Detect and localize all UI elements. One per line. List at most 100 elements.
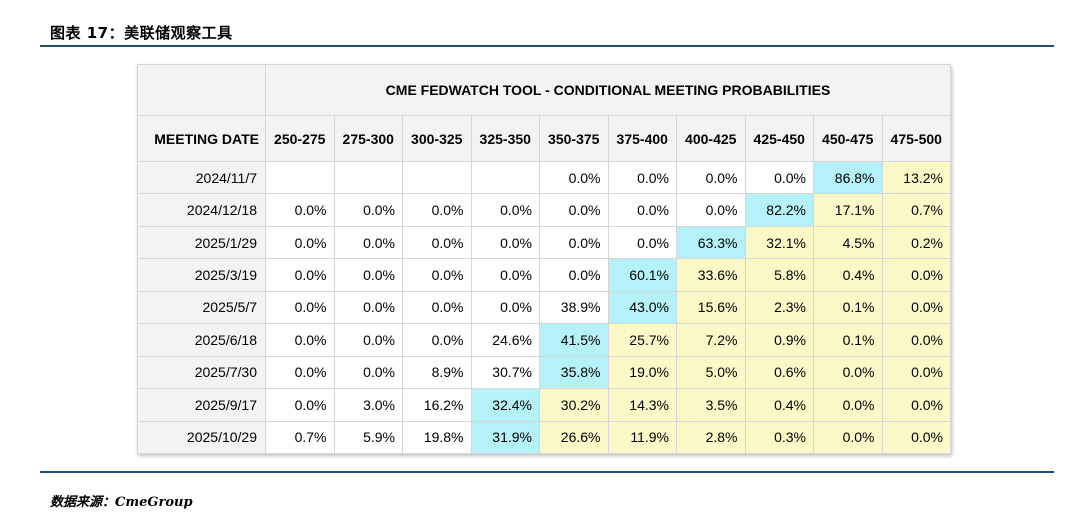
probability-cell: 0.0% [813,388,883,422]
probability-cell: 13.2% [881,160,951,195]
table-body: 2024/11/7 0.0% 0.0% 0.0% 0.0% 86.8% 13.2% 2024/… [137,160,951,454]
bottom-divider [40,471,1054,473]
probability-cell: 0.0% [333,323,403,357]
probability-cell: 19.0% [607,355,677,390]
probability-cell: 5.8% [744,258,814,292]
probability-cell: 0.0% [881,420,951,454]
probability-cell: 0.1% [813,290,883,325]
probability-cell: 17.1% [813,193,883,227]
probability-cell: 0.0% [470,193,540,227]
column-header: 350-375 [539,115,609,162]
column-header: 250-275 [265,115,335,162]
probability-cell: 0.1% [813,323,883,357]
probability-cell: 0.0% [813,355,883,390]
meeting-date-cell: 2025/5/7 [137,290,266,325]
table-row: 2024/12/18 0.0% 0.0% 0.0% 0.0% 0.0% 0.0% 0.0% 82… [137,193,951,227]
meeting-date-cell: 2025/10/29 [137,420,266,454]
probability-cell: 0.7% [265,420,335,454]
top-divider [40,45,1054,47]
probability-cell: 0.0% [881,258,951,292]
probability-cell: 3.5% [676,388,746,422]
probability-cell: 0.0% [607,160,677,195]
probability-cell [333,160,403,195]
probability-cell: 5.0% [676,355,746,390]
probability-cell: 86.8% [813,160,883,195]
probability-cell: 0.0% [333,193,403,227]
probability-cell: 0.4% [744,388,814,422]
figure-title: 图表 17：美联储观察工具 [50,24,233,42]
meeting-date-cell: 2025/6/18 [137,323,266,357]
probability-cell: 8.9% [402,355,472,390]
probability-cell [265,160,335,195]
probability-cell: 0.0% [402,193,472,227]
meeting-date-cell: 2025/3/19 [137,258,266,292]
probability-cell: 11.9% [607,420,677,454]
fedwatch-table-container: CME FEDWATCH TOOL - CONDITIONAL MEETING … [137,64,951,454]
meeting-date-cell: 2024/12/18 [137,193,266,227]
probability-cell: 3.0% [333,388,403,422]
column-header: 375-400 [607,115,677,162]
probability-cell: 0.0% [470,258,540,292]
column-header: 400-425 [676,115,746,162]
probability-cell: 0.0% [676,160,746,195]
probability-cell: 41.5% [539,323,609,357]
probability-cell: 38.9% [539,290,609,325]
probability-cell: 25.7% [607,323,677,357]
probability-cell: 32.1% [744,225,814,260]
probability-cell: 0.0% [265,355,335,390]
probability-cell: 14.3% [607,388,677,422]
probability-cell: 7.2% [676,323,746,357]
probability-cell: 0.0% [333,355,403,390]
meeting-date-cell: 2025/1/29 [137,225,266,260]
probability-cell: 0.0% [265,258,335,292]
probability-cell: 0.0% [265,388,335,422]
column-header: 275-300 [333,115,403,162]
probability-cell: 0.4% [813,258,883,292]
probability-cell: 0.0% [402,258,472,292]
column-header: 425-450 [744,115,814,162]
column-header: 450-475 [813,115,883,162]
probability-cell: 4.5% [813,225,883,260]
probability-cell: 0.0% [539,193,609,227]
probability-cell [402,160,472,195]
probability-cell: 0.0% [402,225,472,260]
probability-cell: 0.0% [881,355,951,390]
probability-cell: 15.6% [676,290,746,325]
probability-cell: 30.7% [470,355,540,390]
table-row: 2025/7/30 0.0% 0.0% 8.9% 30.7% 35.8% 19.0% 5.0%… [137,355,951,390]
probability-cell: 2.8% [676,420,746,454]
probability-cell: 0.0% [265,323,335,357]
probability-cell: 5.9% [333,420,403,454]
probability-cell: 19.8% [402,420,472,454]
probability-cell: 0.7% [881,193,951,227]
probability-cell: 0.0% [744,160,814,195]
probability-cell: 63.3% [676,225,746,260]
probability-cell: 0.0% [402,290,472,325]
table-row: 2025/9/17 0.0% 3.0% 16.2% 32.4% 30.2% 14.3% 3.5… [137,388,951,422]
header-corner [137,64,266,116]
probability-cell: 0.9% [744,323,814,357]
probability-cell: 31.9% [470,420,540,454]
table-row: 2025/5/7 0.0% 0.0% 0.0% 0.0% 38.9% 43.0% 15.6% 2… [137,290,951,325]
probability-cell: 0.0% [402,323,472,357]
meeting-date-cell: 2025/7/30 [137,355,266,390]
probability-cell: 0.0% [333,258,403,292]
probability-cell: 26.6% [539,420,609,454]
probability-cell: 0.3% [744,420,814,454]
probability-cell [470,160,540,195]
column-header: 300-325 [402,115,472,162]
meeting-date-header: MEETING DATE [137,115,266,162]
probability-cell: 0.0% [470,290,540,325]
probability-cell: 16.2% [402,388,472,422]
probability-cell: 0.6% [744,355,814,390]
probability-cell: 0.0% [881,290,951,325]
probability-cell: 0.0% [539,258,609,292]
probability-cell: 32.4% [470,388,540,422]
probability-cell: 0.0% [539,225,609,260]
source-note: 数据来源：CmeGroup [50,495,193,510]
probability-cell: 33.6% [676,258,746,292]
probability-cell: 0.0% [265,193,335,227]
probability-cell: 2.3% [744,290,814,325]
column-header-row: MEETING DATE 250-275 275-300 300-325 325-35… [137,115,951,162]
probability-cell: 0.0% [265,225,335,260]
